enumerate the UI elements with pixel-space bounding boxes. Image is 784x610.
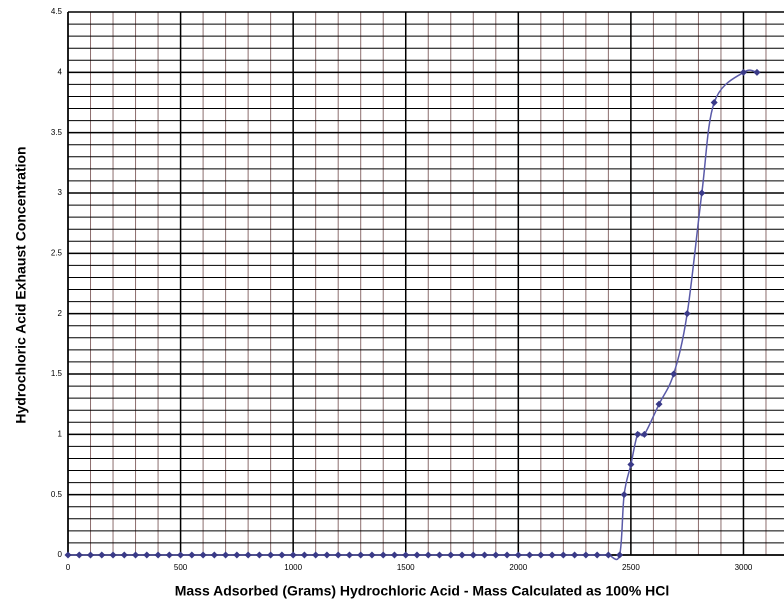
marker (514, 551, 522, 559)
marker (334, 551, 342, 559)
y-tick-label: 3 (58, 188, 63, 197)
marker (345, 551, 353, 559)
marker (683, 310, 691, 318)
marker (132, 551, 140, 559)
x-tick-label: 1500 (397, 563, 415, 572)
marker (278, 551, 286, 559)
marker (627, 461, 635, 468)
x-tick-label: 0 (66, 563, 71, 572)
y-tick-label: 1 (58, 429, 63, 438)
marker (64, 551, 72, 559)
marker (582, 551, 590, 559)
marker (616, 551, 624, 559)
marker (710, 99, 718, 106)
marker (753, 68, 761, 76)
marker (87, 551, 95, 559)
marker (604, 551, 612, 559)
y-tick-label: 0.5 (51, 490, 63, 499)
marker (379, 551, 387, 559)
marker (402, 551, 410, 559)
y-tick-label: 2 (58, 309, 63, 318)
marker (199, 551, 207, 559)
marker (143, 551, 151, 559)
marker (503, 551, 511, 559)
grid (67, 11, 784, 556)
marker (188, 551, 196, 559)
marker (312, 551, 320, 559)
marker (98, 551, 106, 559)
marker (300, 551, 308, 559)
marker (120, 551, 128, 559)
marker (233, 551, 241, 559)
marker (424, 551, 432, 559)
marker (436, 551, 444, 559)
marker (109, 551, 117, 559)
marker (458, 551, 466, 559)
marker (492, 551, 500, 559)
marker (698, 189, 706, 197)
marker (323, 551, 331, 559)
marker (357, 551, 365, 559)
x-tick-label: 1000 (284, 563, 302, 572)
marker (413, 551, 421, 559)
y-tick-label: 4.5 (51, 7, 63, 16)
marker (481, 551, 489, 559)
y-tick-label: 0 (58, 550, 63, 559)
marker (537, 551, 545, 559)
marker (154, 551, 162, 559)
marker (640, 430, 648, 438)
marker (267, 551, 275, 559)
marker (75, 551, 83, 559)
x-tick-label: 2000 (509, 563, 527, 572)
marker (289, 551, 297, 559)
marker (469, 551, 477, 559)
marker (222, 551, 230, 559)
marker (447, 551, 455, 559)
y-tick-label: 1.5 (51, 369, 63, 378)
marker (571, 551, 579, 559)
marker (634, 430, 642, 438)
x-axis-label: Mass Adsorbed (Grams) Hydrochloric Acid … (175, 583, 670, 599)
x-tick-label: 2500 (622, 563, 640, 572)
marker (165, 551, 173, 559)
x-tick-label: 3000 (735, 563, 753, 572)
marker (255, 551, 263, 559)
marker (593, 551, 601, 559)
y-axis-label: Hydrochloric Acid Exhaust Concentration (13, 146, 29, 423)
marker (548, 551, 556, 559)
marker (670, 370, 678, 378)
marker (739, 68, 747, 76)
marker (620, 491, 628, 499)
y-tick-label: 4 (58, 67, 63, 76)
marker (559, 551, 567, 559)
x-tick-label: 500 (174, 563, 188, 572)
marker (526, 551, 534, 559)
marker (177, 551, 185, 559)
marker (368, 551, 376, 559)
marker (210, 551, 218, 559)
y-tick-label: 3.5 (51, 128, 63, 137)
marker (655, 400, 663, 408)
marker (390, 551, 398, 559)
marker (244, 551, 252, 559)
y-tick-label: 2.5 (51, 248, 63, 257)
